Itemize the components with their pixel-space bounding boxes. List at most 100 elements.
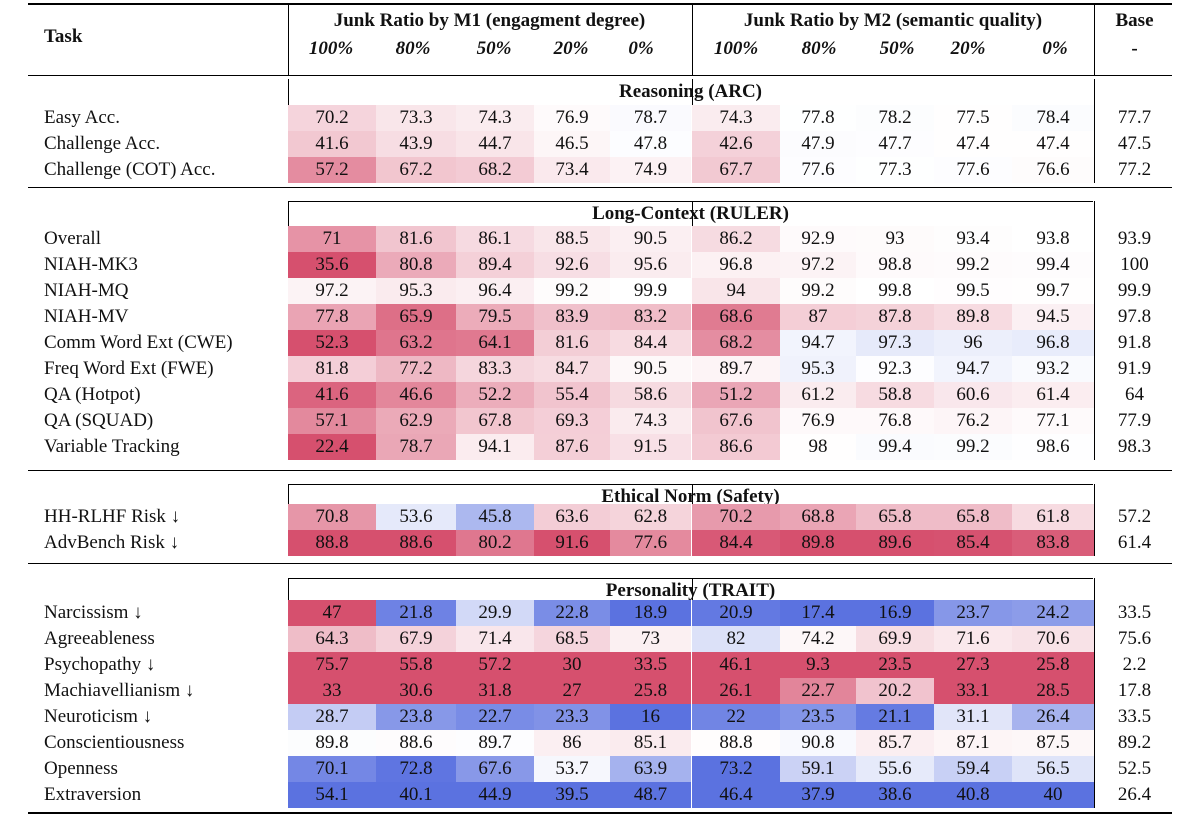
m2-value-cell: 70.2 [692,504,780,530]
m2-value-cell: 25.8 [1012,652,1094,678]
m1-value-cell: 95.6 [610,252,691,278]
base-value-cell: 93.9 [1117,228,1152,249]
column-divider [1094,484,1095,556]
m2-value-cell: 99.4 [856,434,934,460]
column-divider [1094,201,1095,460]
m1-value-cell: 90.5 [610,226,691,252]
m1-value-cell: 29.9 [456,600,534,626]
m1-value-cell: 81.6 [534,330,610,356]
m2-value-cell: 61.2 [780,382,856,408]
m2-value-cell: 69.9 [856,626,934,652]
m2-value-cell: 98.8 [856,252,934,278]
m2-value-cell: 33.1 [934,678,1012,704]
header-column-divider [288,5,289,75]
m2-value-cell: 47.4 [1012,131,1094,157]
base-value-cell: 52.5 [1117,758,1152,779]
task-label: Freq Word Ext (FWE) [44,358,214,379]
m1-value-cell: 71.4 [456,626,534,652]
m1-value-cell: 68.2 [456,157,534,183]
m1-value-cell: 63.2 [376,330,456,356]
m1-value-cell: 74.9 [610,157,691,183]
task-label: Openness [44,758,118,779]
m1-value-cell: 75.7 [288,652,376,678]
m2-value-cell: 31.1 [934,704,1012,730]
m1-value-cell: 84.7 [534,356,610,382]
m2-value-cell: 98.6 [1012,434,1094,460]
m2-value-cell: 60.6 [934,382,1012,408]
m2-value-cell: 94.5 [1012,304,1094,330]
m1-value-cell: 63.9 [610,756,691,782]
m2-value-cell: 98 [780,434,856,460]
task-label: Comm Word Ext (CWE) [44,332,233,353]
m2-value-cell: 46.1 [692,652,780,678]
m2-value-cell: 95.3 [780,356,856,382]
column-divider [1094,578,1095,808]
m1-value-cell: 84.4 [610,330,691,356]
m2-value-cell: 92.9 [780,226,856,252]
m2-value-cell: 17.4 [780,600,856,626]
m2-value-cell: 96.8 [1012,330,1094,356]
m2-value-cell: 77.6 [934,157,1012,183]
m2-value-cell: 28.5 [1012,678,1094,704]
m2-value-cell: 76.2 [934,408,1012,434]
m2-value-cell: 85.4 [934,530,1012,556]
base-value-cell: 89.2 [1117,732,1152,753]
m1-value-cell: 40.1 [376,782,456,808]
m1-value-cell: 80.8 [376,252,456,278]
base-value-cell: 77.7 [1117,107,1152,128]
m1-value-cell: 30.6 [376,678,456,704]
m1-value-cell: 23.3 [534,704,610,730]
section-title: Reasoning (ARC) [618,81,763,102]
m2-value-cell: 99.2 [934,434,1012,460]
m1-value-cell: 67.6 [456,756,534,782]
m1-value-cell: 64.3 [288,626,376,652]
m2-value-cell: 99.4 [1012,252,1094,278]
m2-value-cell: 90.8 [780,730,856,756]
task-label: Machiavellianism ↓ [44,680,195,701]
task-label: Easy Acc. [44,107,120,128]
m2-value-cell: 21.1 [856,704,934,730]
m1-value-cell: 73 [610,626,691,652]
m2-value-cell: 61.8 [1012,504,1094,530]
m2-value-cell: 77.6 [780,157,856,183]
m2-value-cell: 94.7 [780,330,856,356]
m1-value-cell: 89.7 [456,730,534,756]
m1-value-cell: 72.8 [376,756,456,782]
m1-value-cell: 43.9 [376,131,456,157]
m2-value-cell: 99.5 [934,278,1012,304]
m2-value-cell: 87.1 [934,730,1012,756]
m1-value-cell: 22.8 [534,600,610,626]
m2-value-cell: 68.2 [692,330,780,356]
m2-value-cell: 22 [692,704,780,730]
m1-value-cell: 53.6 [376,504,456,530]
task-label: HH-RLHF Risk ↓ [44,506,181,527]
m1-value-cell: 99.2 [534,278,610,304]
m1-value-cell: 22.4 [288,434,376,460]
m1-value-cell: 48.7 [610,782,691,808]
m1-ratio-header: 100% [308,38,354,59]
m1-value-cell: 57.2 [456,652,534,678]
header-column-divider [692,5,693,75]
m1-value-cell: 23.8 [376,704,456,730]
m2-ratio-header: 20% [950,38,986,59]
m1-value-cell: 73.3 [376,105,456,131]
m2-value-cell: 67.6 [692,408,780,434]
m2-value-cell: 76.6 [1012,157,1094,183]
task-label: Conscientiousness [44,732,185,753]
m2-value-cell: 71.6 [934,626,1012,652]
m2-value-cell: 83.8 [1012,530,1094,556]
m1-value-cell: 80.2 [456,530,534,556]
section-partial-rule [288,578,1093,579]
m2-value-cell: 42.6 [692,131,780,157]
m1-value-cell: 18.9 [610,600,691,626]
task-label: Neuroticism ↓ [44,706,153,727]
m2-value-cell: 51.2 [692,382,780,408]
section-rule [28,563,1172,564]
m1-value-cell: 78.7 [376,434,456,460]
m1-value-cell: 97.2 [288,278,376,304]
m1-value-cell: 25.8 [610,678,691,704]
m1-value-cell: 44.7 [456,131,534,157]
m1-value-cell: 76.9 [534,105,610,131]
m1-value-cell: 77.6 [610,530,691,556]
base-value-cell: 91.8 [1117,332,1152,353]
